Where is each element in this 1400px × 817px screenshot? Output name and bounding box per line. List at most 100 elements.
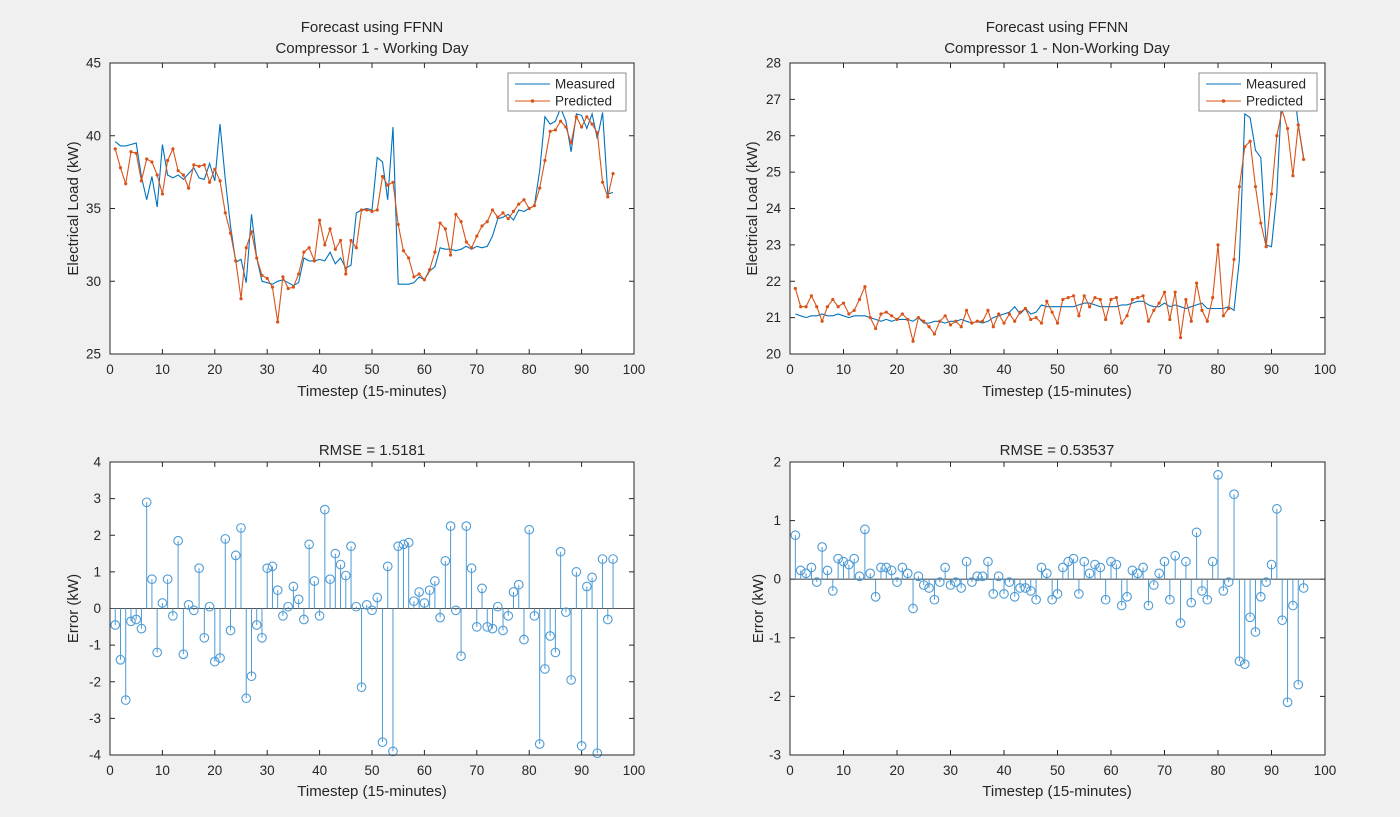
data-point (595, 131, 599, 135)
data-point (422, 278, 426, 282)
stem-marker (566, 675, 576, 685)
y-tick-label: -3 (89, 711, 101, 726)
data-point (1125, 314, 1129, 318)
stem-marker (1015, 583, 1025, 593)
data-point (938, 319, 942, 323)
stem-marker (817, 542, 827, 552)
stem-marker (902, 568, 913, 579)
data-point (1109, 297, 1113, 302)
x-tick-label: 50 (364, 763, 379, 778)
data-point (1195, 281, 1199, 285)
stem-marker (608, 554, 618, 564)
y-tick-label: -2 (769, 689, 781, 704)
data-point (401, 249, 406, 253)
data-point (349, 238, 353, 243)
data-point (1264, 245, 1268, 249)
data-point (1152, 308, 1156, 312)
stem-marker (131, 614, 142, 625)
y-tick-label: 25 (766, 165, 781, 180)
data-point (1189, 319, 1193, 323)
stem-marker (967, 577, 977, 587)
x-axis-label: Timestep (15-minutes) (297, 783, 447, 800)
data-point (916, 316, 921, 320)
stem-marker (999, 588, 1009, 599)
y-tick-label: -3 (769, 748, 781, 763)
data-point (1023, 306, 1027, 311)
data-point (1130, 297, 1134, 302)
data-point (890, 314, 894, 318)
data-point (569, 141, 573, 145)
stem-marker (283, 601, 294, 612)
y-tick-label: 1 (773, 513, 781, 528)
data-point (793, 286, 797, 291)
stem-marker (356, 682, 367, 693)
x-tick-label: 20 (889, 362, 904, 377)
stem-marker (1025, 586, 1036, 596)
stem-marker (1175, 618, 1186, 629)
data-point (1184, 297, 1188, 302)
data-point (981, 319, 985, 323)
stem-marker (403, 537, 414, 548)
stem-marker (1223, 577, 1234, 587)
y-tick-label: 45 (86, 56, 101, 71)
data-point (113, 147, 117, 151)
stem-marker (1036, 562, 1047, 573)
x-tick-label: 80 (522, 763, 537, 778)
data-point (538, 186, 542, 190)
chart-subtitle: Compressor 1 - Working Day (275, 40, 469, 57)
x-axis-label: Timestep (15-minutes) (297, 383, 447, 400)
data-point (841, 301, 846, 305)
stem-marker (152, 647, 163, 658)
legend-marker-sample (530, 99, 535, 103)
x-tick-label: 0 (106, 362, 114, 377)
stem-marker (293, 594, 304, 605)
data-point (970, 321, 974, 325)
x-tick-label: 20 (207, 362, 222, 377)
stem-marker (141, 497, 152, 508)
stem-marker (1181, 556, 1191, 567)
stem-marker (173, 535, 183, 546)
data-point (1104, 317, 1108, 322)
stem-marker (157, 598, 168, 608)
data-point (922, 319, 926, 323)
data-point (527, 206, 531, 211)
data-point (1029, 317, 1033, 322)
x-tick-label: 60 (1103, 362, 1118, 377)
data-point (1302, 157, 1306, 161)
stem-marker (178, 649, 189, 660)
stem-marker (377, 737, 388, 748)
stem-marker (194, 563, 204, 574)
stem-marker (1298, 583, 1309, 593)
x-tick-label: 10 (155, 362, 170, 377)
stem-marker (1068, 553, 1079, 564)
stem-marker (1266, 559, 1277, 570)
legend-label: Predicted (1246, 94, 1303, 109)
data-point (986, 308, 990, 312)
data-point (1050, 310, 1054, 314)
plot-area: 0 10 20 30 40 50 60 70 80 90 100 25 30 35 40 45 Measured… (86, 56, 645, 378)
data-point (847, 312, 851, 316)
data-point (606, 195, 610, 199)
data-point (344, 272, 348, 276)
data-point (1253, 185, 1258, 189)
data-point (820, 319, 824, 323)
y-tick-label: 30 (86, 274, 101, 289)
data-point (1173, 290, 1177, 294)
data-point (176, 169, 180, 173)
data-point (1114, 296, 1118, 300)
data-point (815, 305, 819, 309)
data-point (501, 211, 505, 215)
legend: Measured Predicted (507, 72, 627, 112)
data-point (244, 246, 248, 250)
data-point (1088, 305, 1092, 309)
stem-marker (977, 571, 988, 582)
data-point (260, 273, 264, 278)
y-axis-label: Electrical Load (kW) (65, 141, 82, 275)
stem-marker (414, 587, 425, 597)
legend: Measured Predicted (1198, 72, 1318, 112)
stem-marker (361, 599, 372, 610)
data-point (991, 325, 995, 329)
stem-marker (450, 605, 461, 616)
data-point (490, 208, 495, 212)
stem-marker (1009, 591, 1020, 602)
